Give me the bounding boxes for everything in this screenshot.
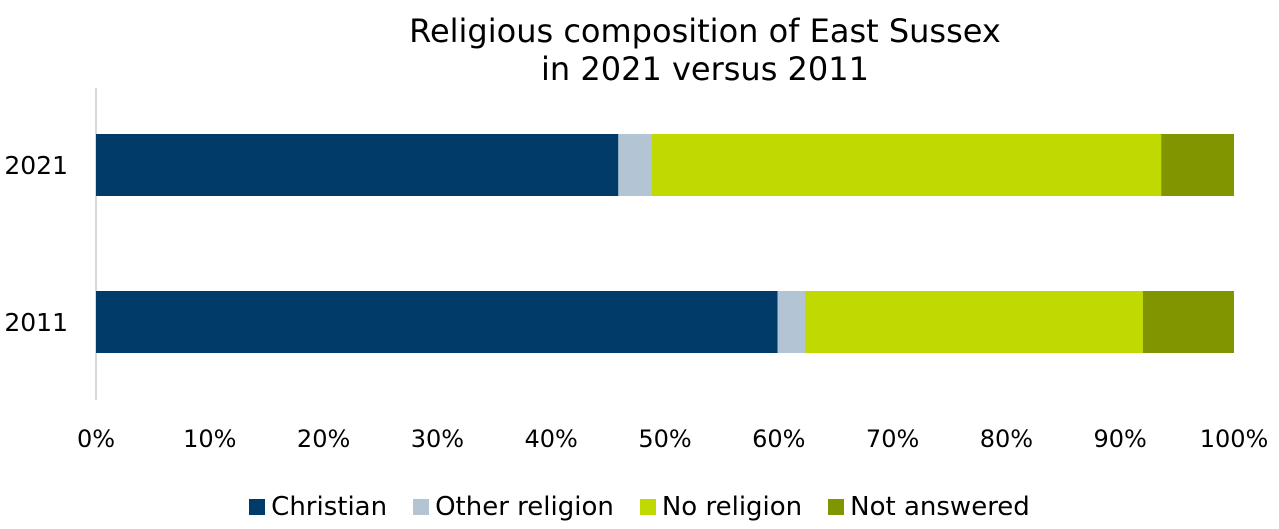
bar-segment-2011-not-answered [1142, 291, 1234, 353]
x-tick-label: 60% [752, 425, 805, 453]
x-tick-label: 30% [411, 425, 464, 453]
bar-segment-2011-christian [96, 291, 778, 353]
y-tick-label: 2021 [4, 151, 68, 180]
x-tick-label: 40% [525, 425, 578, 453]
legend-label: Christian [271, 492, 388, 522]
legend-label: Other religion [435, 492, 614, 522]
bars-group [96, 134, 1234, 353]
chart-plot: 2021 2011 0% 10% 20% 30% 40% 50% 60% 70% 80% 90% 10… [4, 88, 1268, 453]
legend-swatch [639, 499, 656, 515]
x-tick-label: 10% [183, 425, 236, 453]
bar-segment-2021-other-religion [618, 134, 652, 196]
bar-segment-2021-no-religion [651, 134, 1162, 196]
bar-segment-2021-not-answered [1161, 134, 1234, 196]
x-tick-label: 70% [866, 425, 919, 453]
bar-segment-2011-other-religion [777, 291, 805, 353]
x-tick-label: 50% [638, 425, 691, 453]
x-tick-label: 100% [1200, 425, 1269, 453]
x-tick-label: 20% [297, 425, 350, 453]
legend-item: No religion [639, 490, 803, 524]
chart-title: Religious composition of East Sussex in … [300, 12, 1110, 88]
chart-title-line-1: Religious composition of East Sussex [409, 12, 1001, 50]
y-tick-labels: 2021 2011 [4, 151, 68, 337]
legend-label: No religion [661, 492, 803, 522]
bar-segment-2011-no-religion [804, 291, 1143, 353]
x-tick-label: 0% [77, 425, 115, 453]
x-tick-label: 90% [1094, 425, 1147, 453]
y-tick-label: 2011 [4, 308, 68, 337]
legend-item: Christian [249, 490, 387, 524]
legend-swatch [413, 499, 430, 515]
legend-item: Other religion [413, 490, 614, 524]
legend-swatch [249, 499, 266, 515]
legend-swatch [828, 499, 845, 515]
x-tick-labels: 0% 10% 20% 30% 40% 50% 60% 70% 80% 90% 100% [77, 425, 1268, 453]
chart-title-line-2: in 2021 versus 2011 [541, 50, 869, 88]
x-tick-label: 80% [980, 425, 1033, 453]
legend-item: Not answered [828, 490, 1030, 524]
bar-segment-2021-christian [96, 134, 619, 196]
legend: Christian Other religion No religion Not an… [0, 490, 1279, 524]
legend-label: Not answered [850, 492, 1030, 522]
